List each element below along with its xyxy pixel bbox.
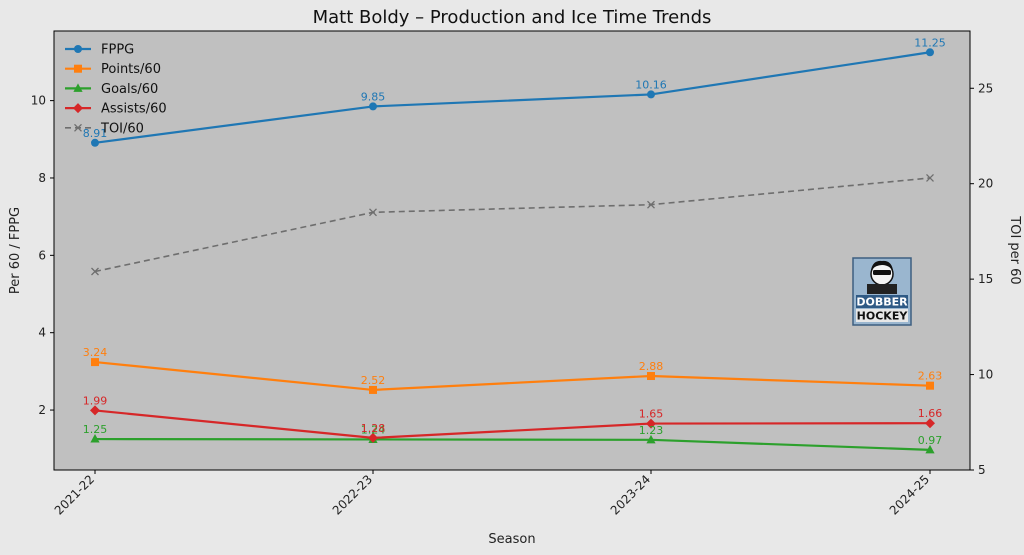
chart-title: Matt Boldy – Production and Ice Time Tre… [313,7,712,28]
legend-label-goals-60: Goals/60 [101,82,158,97]
y-left-tick-label: 2 [38,403,46,417]
data-point-points-60 [91,358,99,367]
legend-label-points-60: Points/60 [101,62,161,77]
legend-marker-assists-60 [73,103,83,114]
data-label-points-60: 2.52 [361,374,386,387]
data-point-points-60 [369,385,377,394]
data-label-assists-60: 1.28 [361,422,386,435]
data-label-goals-60: 0.97 [918,434,943,447]
data-point-toi-60 [369,208,377,217]
data-point-goals-60 [925,444,935,454]
data-label-assists-60: 1.99 [83,394,108,407]
dobber-hockey-logo: DOBBER HOCKEY [852,257,912,326]
data-label-fppg: 11.25 [914,36,946,49]
data-label-fppg: 8.91 [83,127,108,140]
series-line-fppg [94,51,931,144]
plot-frame [53,30,971,471]
mascot-body-icon [867,284,897,294]
logo-text-line2: HOCKEY [857,310,909,323]
data-label-goals-60: 1.25 [83,423,108,436]
data-label-points-60: 3.24 [83,346,108,359]
data-label-fppg: 10.16 [635,78,667,91]
y-right-tick-label: 25 [978,81,993,95]
data-label-points-60: 2.88 [639,360,664,373]
logo-text-line1: DOBBER [856,296,908,309]
legend-label-assists-60: Assists/60 [101,102,167,117]
legend-label-fppg: FPPG [101,43,134,58]
data-label-fppg: 9.85 [361,90,386,103]
data-label-goals-60: 1.23 [639,424,664,437]
data-point-toi-60 [647,200,655,209]
sunglasses-icon [873,270,891,275]
data-point-assists-60 [90,405,100,416]
y-right-tick-label: 5 [978,463,986,477]
data-point-assists-60 [925,418,935,429]
data-point-toi-60 [91,267,99,276]
x-axis-title: Season [488,532,535,547]
data-point-fppg [91,138,99,147]
data-point-goals-60 [646,434,656,444]
data-point-goals-60 [90,434,100,443]
legend-label-toi-60: TOI/60 [100,121,144,136]
data-label-goals-60: 1.24 [361,423,386,436]
data-point-toi-60 [926,174,934,182]
y-left-tick-label: 8 [38,171,46,185]
y-right-tick-label: 20 [978,177,993,191]
data-point-assists-60 [368,432,378,443]
series-line-toi-60 [94,177,931,273]
y-left-tick-label: 10 [31,94,46,108]
y-axis-title-left: Per 60 / FPPG [8,207,23,294]
plot-area [54,31,970,470]
y-axis-title-right: TOI per 60 [1007,215,1022,284]
legend-marker-points-60 [74,64,82,73]
legend: FPPG Points/60 Goals/60 Assists/60 TOI/60 [65,43,167,136]
data-point-assists-60 [646,418,656,429]
legend-marker-fppg [74,45,82,53]
data-label-assists-60: 1.65 [639,408,664,421]
data-point-fppg [926,48,934,57]
legend-marker-goals-60 [73,83,83,92]
data-point-points-60 [926,381,934,390]
mascot-hair-icon [871,260,893,270]
series-line-points-60 [94,360,931,392]
y-left-tick-label: 4 [38,326,46,340]
y-right-tick-label: 15 [978,272,993,286]
series-line-assists-60 [94,409,931,439]
data-point-fppg [647,90,655,99]
series-line-goals-60 [94,437,931,451]
y-right-tick-label: 10 [978,368,993,382]
data-label-points-60: 2.63 [918,370,943,383]
y-left-tick-label: 6 [38,248,46,262]
data-point-points-60 [647,372,655,381]
data-label-assists-60: 1.66 [918,407,943,420]
data-point-fppg [369,102,377,111]
legend-marker-toi-60 [74,123,82,132]
